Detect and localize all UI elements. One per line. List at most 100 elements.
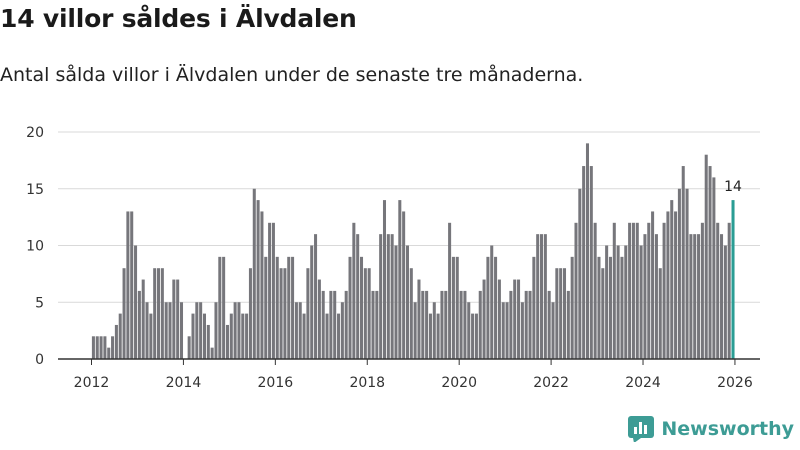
bar — [352, 222, 356, 359]
bar — [386, 234, 390, 359]
x-tick-label: 2018 — [349, 375, 385, 391]
bar — [693, 234, 697, 359]
x-tick-label: 2020 — [441, 375, 477, 391]
bar — [593, 222, 597, 359]
bar — [532, 256, 536, 359]
bar — [157, 268, 161, 359]
bar — [494, 256, 498, 359]
bar — [651, 211, 655, 359]
bar — [716, 222, 720, 359]
bar — [137, 290, 141, 359]
bar — [202, 313, 206, 359]
bar — [302, 313, 306, 359]
bar — [478, 290, 482, 359]
bar-chart: 0 5 10 15 20 2012 2014 2016 2018 2020 2022 2024 2026… — [26, 125, 760, 391]
bar — [321, 290, 325, 359]
bar — [179, 302, 184, 359]
bar — [448, 222, 452, 359]
bar — [482, 279, 486, 359]
bar — [520, 302, 524, 359]
bar — [287, 256, 291, 359]
bar — [325, 313, 329, 359]
bar — [486, 256, 490, 359]
bar — [444, 290, 448, 359]
bar — [298, 302, 302, 359]
bar — [363, 268, 367, 359]
bar — [425, 290, 429, 359]
bar — [176, 279, 180, 359]
bar — [624, 245, 628, 359]
bar — [578, 188, 582, 359]
y-tick-label: 0 — [35, 352, 44, 368]
newsworthy-logo[interactable]: Newsworthy — [628, 416, 794, 442]
bar — [559, 268, 563, 359]
bar — [367, 268, 371, 359]
bar — [689, 234, 693, 359]
bar — [245, 313, 249, 359]
bar — [643, 234, 647, 359]
bar — [206, 324, 210, 359]
bar — [153, 268, 157, 359]
bar — [122, 268, 126, 359]
bar — [413, 302, 417, 359]
bar — [402, 211, 406, 359]
bar — [536, 234, 540, 359]
bar — [310, 245, 314, 359]
bar — [160, 268, 164, 359]
bar — [555, 268, 559, 359]
bar — [455, 256, 459, 359]
bar — [145, 302, 149, 359]
bar — [608, 256, 612, 359]
bar — [229, 313, 233, 359]
bar — [409, 268, 413, 359]
bar — [333, 290, 337, 359]
bar — [168, 302, 172, 359]
bar — [264, 256, 268, 359]
chart-title: 14 villor såldes i Älvdalen — [0, 4, 357, 33]
bar — [348, 256, 352, 359]
bar — [195, 302, 199, 359]
bar — [382, 200, 387, 359]
x-tick-label: 2016 — [258, 375, 294, 391]
x-tick-label: 2022 — [533, 375, 569, 391]
bar — [501, 302, 505, 359]
x-tick-label: 2024 — [625, 375, 661, 391]
bar — [187, 336, 191, 359]
chart-subtitle: Antal sålda villor i Älvdalen under de s… — [0, 64, 584, 86]
bar — [547, 290, 551, 359]
bar — [405, 245, 409, 359]
bar — [562, 268, 567, 359]
bar — [585, 143, 589, 359]
bar — [528, 290, 532, 359]
bar — [543, 234, 547, 359]
bar — [505, 302, 509, 359]
bar — [700, 222, 704, 359]
y-tick-label: 20 — [26, 125, 44, 141]
bar — [252, 188, 256, 359]
bar — [111, 336, 115, 359]
bar — [329, 290, 333, 359]
bar — [574, 222, 578, 359]
last-value-label: 14 — [724, 179, 742, 195]
bar — [114, 324, 118, 359]
bar — [164, 302, 168, 359]
bar — [467, 302, 471, 359]
bar — [118, 313, 122, 359]
y-tick-label: 5 — [35, 295, 44, 311]
bar — [99, 336, 103, 359]
bar — [218, 256, 222, 359]
bar — [134, 245, 138, 359]
bar — [379, 234, 383, 359]
bar — [635, 222, 639, 359]
bar — [524, 290, 528, 359]
bar — [612, 222, 616, 359]
bar — [616, 245, 620, 359]
bar — [474, 313, 478, 359]
highlight-bar — [731, 200, 735, 359]
bar — [639, 245, 643, 359]
bar — [149, 313, 153, 359]
newsworthy-logo-text: Newsworthy — [661, 418, 794, 440]
bar — [436, 313, 440, 359]
bar — [172, 279, 176, 359]
bar — [107, 347, 111, 359]
